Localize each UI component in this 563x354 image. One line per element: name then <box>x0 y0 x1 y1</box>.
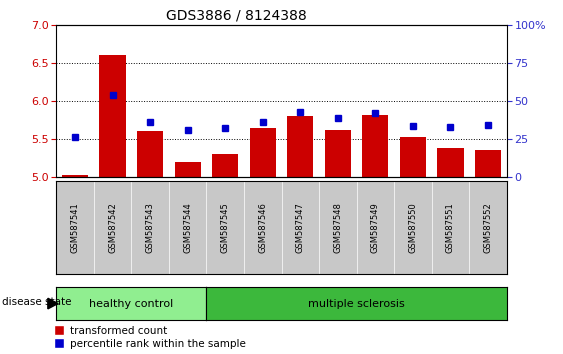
Text: GDS3886 / 8124388: GDS3886 / 8124388 <box>166 9 307 23</box>
Text: GSM587550: GSM587550 <box>408 202 417 253</box>
Text: GSM587547: GSM587547 <box>296 202 305 253</box>
Text: GSM587542: GSM587542 <box>108 202 117 253</box>
Bar <box>137 131 163 177</box>
Bar <box>100 55 126 177</box>
Bar <box>287 116 314 177</box>
Bar <box>249 127 276 177</box>
Text: GSM587551: GSM587551 <box>446 202 455 253</box>
Bar <box>62 176 88 177</box>
Bar <box>362 115 388 177</box>
Text: GSM587541: GSM587541 <box>70 202 79 253</box>
Text: GSM587549: GSM587549 <box>371 202 380 253</box>
Text: GSM587545: GSM587545 <box>221 202 230 253</box>
Text: GSM587544: GSM587544 <box>183 202 192 253</box>
Bar <box>175 162 201 177</box>
Text: GSM587543: GSM587543 <box>146 202 155 253</box>
Text: healthy control: healthy control <box>90 298 173 309</box>
Bar <box>400 137 426 177</box>
Text: multiple sclerosis: multiple sclerosis <box>308 298 405 309</box>
Text: GSM587548: GSM587548 <box>333 202 342 253</box>
Bar <box>437 148 463 177</box>
Text: GSM587546: GSM587546 <box>258 202 267 253</box>
Bar <box>325 130 351 177</box>
Bar <box>212 154 238 177</box>
Legend: transformed count, percentile rank within the sample: transformed count, percentile rank withi… <box>56 326 247 349</box>
Text: disease state: disease state <box>2 297 71 307</box>
Text: GSM587552: GSM587552 <box>484 202 493 253</box>
Bar <box>475 150 501 177</box>
